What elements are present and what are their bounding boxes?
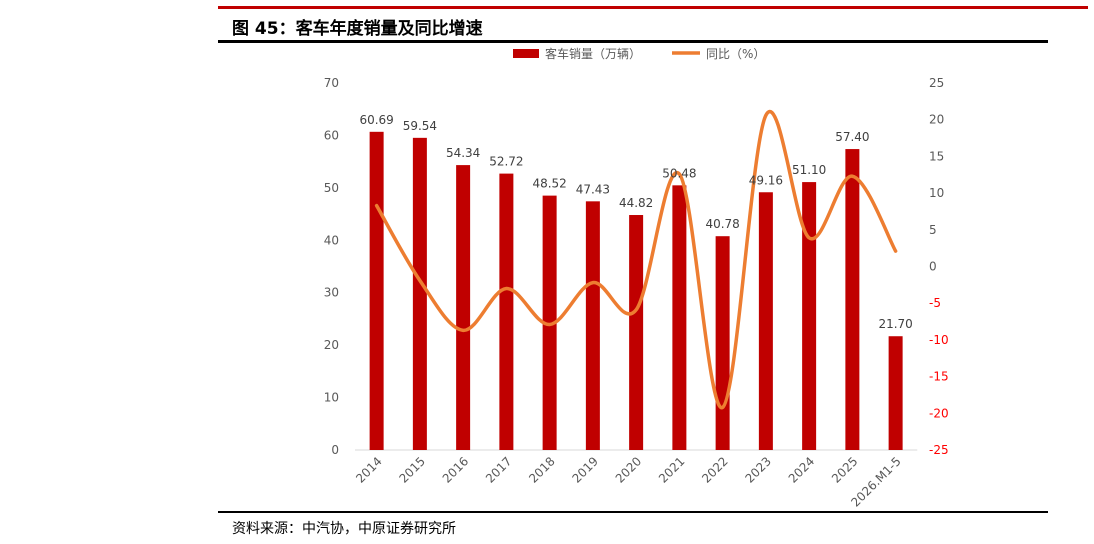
x-tick-label: 2024 — [786, 454, 817, 485]
y-right-tick-label: 10 — [929, 186, 944, 200]
y-left-tick-label: 10 — [324, 391, 339, 405]
x-tick-label: 2022 — [699, 454, 730, 485]
y-left-tick-label: 70 — [324, 76, 339, 90]
bar-value-label: 51.10 — [792, 163, 826, 177]
x-tick-label: 2016 — [440, 454, 471, 485]
x-tick-label: 2019 — [569, 454, 600, 485]
bar-value-label: 50.48 — [662, 166, 696, 180]
y-left-tick-label: 30 — [324, 286, 339, 300]
figure-title: 图 45：客车年度销量及同比增速 — [232, 19, 483, 39]
y-right-tick-label: 0 — [929, 260, 937, 274]
bar — [585, 201, 600, 450]
y-right-tick-label: 20 — [929, 113, 944, 127]
bar-value-label: 48.52 — [532, 177, 566, 191]
y-left-tick-label: 0 — [331, 443, 339, 457]
legend-bar-label: 客车销量（万辆） — [545, 46, 641, 61]
y-right-tick-label: -15 — [929, 370, 949, 384]
title-rule — [218, 40, 1048, 43]
bar — [672, 185, 687, 450]
y-left-tick-label: 20 — [324, 338, 339, 352]
y-left-tick-label: 50 — [324, 181, 339, 195]
x-tick-label: 2018 — [526, 454, 557, 485]
x-tick-label: 2025 — [829, 454, 860, 485]
bar-value-label: 47.43 — [576, 182, 610, 196]
bar-value-label: 59.54 — [403, 119, 437, 133]
bar-value-label: 60.69 — [359, 113, 393, 127]
legend-bar-swatch — [513, 49, 539, 58]
bar — [412, 137, 427, 451]
bar-value-label: 57.40 — [835, 130, 869, 144]
x-tick-label: 2017 — [483, 454, 514, 485]
bar-value-label: 21.70 — [878, 317, 912, 331]
y-right-tick-label: -20 — [929, 406, 949, 420]
bottom-rule — [218, 511, 1048, 513]
bar — [758, 192, 773, 450]
yoy-growth-line — [374, 109, 898, 410]
x-tick-label: 2021 — [656, 454, 687, 485]
top-red-rule — [218, 6, 1088, 9]
bar — [802, 182, 817, 450]
y-left-tick-label: 40 — [324, 233, 339, 247]
x-tick-label: 2015 — [396, 454, 427, 485]
y-right-tick-label: 5 — [929, 223, 937, 237]
bar — [629, 215, 644, 450]
bar — [845, 149, 860, 450]
bar — [369, 131, 384, 450]
x-tick-label: 2014 — [353, 454, 384, 485]
bar-value-label: 44.82 — [619, 196, 653, 210]
bar — [715, 236, 730, 450]
source-note: 资料来源：中汽协，中原证券研究所 — [232, 521, 456, 537]
y-right-tick-label: -10 — [929, 333, 949, 347]
y-right-tick-label: 25 — [929, 76, 944, 90]
bar-value-label: 52.72 — [489, 155, 523, 169]
bar-value-label: 49.16 — [749, 173, 783, 187]
legend-line-label: 同比（%） — [706, 47, 765, 61]
bar-value-label: 40.78 — [705, 217, 739, 231]
y-right-tick-label: -25 — [929, 443, 949, 457]
y-right-tick-label: -5 — [929, 296, 941, 310]
bar — [499, 173, 514, 451]
bar-value-label: 54.34 — [446, 146, 480, 160]
bar — [456, 165, 471, 450]
bar — [888, 336, 903, 450]
y-right-tick-label: 15 — [929, 149, 944, 163]
x-tick-label: 2023 — [742, 454, 773, 485]
y-left-tick-label: 60 — [324, 128, 339, 142]
x-tick-label: 2020 — [613, 454, 644, 485]
